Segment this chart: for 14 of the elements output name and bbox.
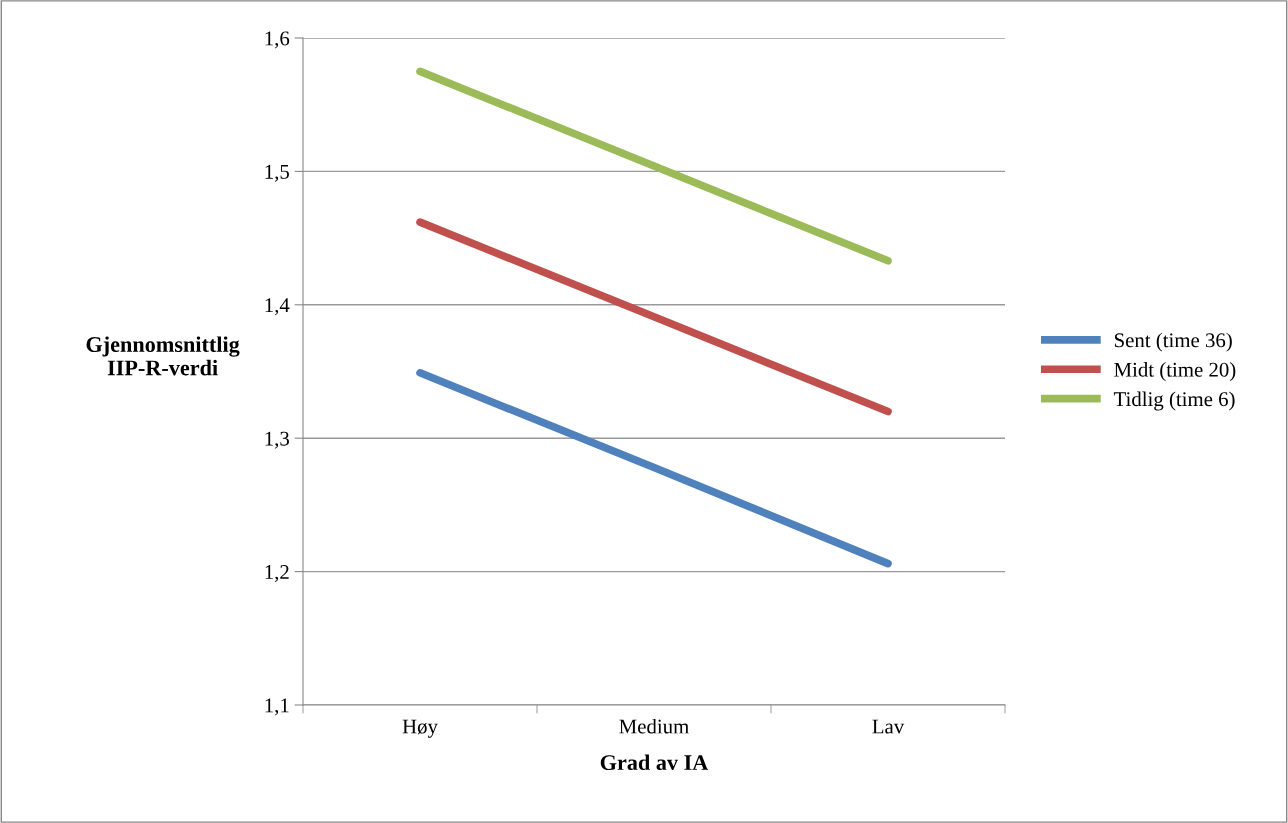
y-axis-title: Gjennomsnittlig IIP-R-verdi — [86, 336, 240, 376]
y-tick-label: 1,2 — [265, 565, 289, 583]
y-tick-label: 1,5 — [265, 164, 289, 182]
legend-label: Sent (time 36) — [1114, 332, 1232, 352]
x-tick-label: Høy — [402, 719, 438, 738]
x-axis-title: Grad av IA — [600, 754, 709, 771]
legend-label: Midt (time 20) — [1114, 362, 1236, 381]
y-tick-label: 1,3 — [265, 431, 289, 449]
x-tick-label: Medium — [619, 718, 689, 734]
y-tick-label: 1,4 — [265, 298, 290, 316]
legend-label: Tidlig (time 6) — [1113, 391, 1235, 411]
y-tick-label: 1,6 — [265, 31, 290, 49]
x-tick-label: Lav — [872, 719, 905, 734]
y-tick-label: 1,1 — [265, 698, 289, 716]
